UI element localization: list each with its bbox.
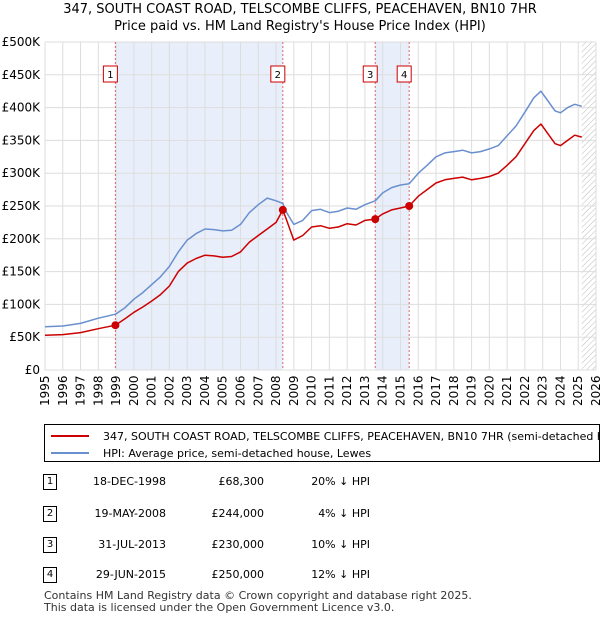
x-tick-label: 1997 — [74, 375, 88, 406]
sale-price: £230,000 — [211, 538, 265, 551]
y-tick-label: £350K — [2, 133, 42, 147]
x-tick-label: 2000 — [127, 375, 141, 406]
sale-number-badge: 4 — [43, 567, 57, 583]
sale-row: 2 19-MAY-2008 £244,000 4% ↓ HPI — [0, 504, 600, 524]
y-tick-label: £100K — [2, 297, 42, 311]
y-tick-label: £450K — [2, 68, 42, 82]
x-tick-label: 2010 — [305, 375, 319, 406]
chart-subtitle: Price paid vs. HM Land Registry's House … — [114, 19, 486, 34]
sale-date: 19-MAY-2008 — [94, 507, 166, 520]
sale-label-number: 2 — [275, 70, 281, 81]
sale-price: £68,300 — [218, 475, 265, 488]
hpi-line — [44, 90, 583, 328]
sale-date: 18-DEC-1998 — [92, 475, 166, 488]
x-tick-label: 1999 — [109, 375, 123, 406]
sale-point — [405, 202, 414, 210]
x-tick-label: 2004 — [198, 375, 212, 406]
sale-number-badge: 1 — [43, 474, 57, 490]
x-tick-label: 2005 — [216, 375, 230, 406]
y-tick-label: £150K — [2, 265, 42, 279]
x-tick-label: 2015 — [393, 375, 407, 406]
footer-copyright: Contains HM Land Registry data © Crown c… — [44, 589, 472, 602]
legend-label-hpi: HPI: Average price, semi-detached house,… — [103, 446, 372, 460]
chart-title: 347, SOUTH COAST ROAD, TELSCOMBE CLIFFS,… — [63, 2, 537, 17]
sale-row: 1 18-DEC-1998 £68,300 20% ↓ HPI — [0, 472, 600, 492]
sale-label-number: 3 — [367, 70, 373, 81]
footer-licence: This data is licensed under the Open Gov… — [44, 601, 395, 614]
sale-hpi-diff: 10% ↓ HPI — [311, 538, 370, 551]
y-tick-label: £300K — [2, 166, 42, 180]
legend-item-property: 347, SOUTH COAST ROAD, TELSCOMBE CLIFFS,… — [51, 428, 600, 444]
sale-label-box — [362, 65, 378, 83]
sale-label-box — [396, 65, 412, 83]
x-tick-label: 2017 — [429, 375, 443, 406]
sale-hpi-diff: 12% ↓ HPI — [311, 568, 370, 581]
y-tick-label: £0 — [25, 363, 40, 377]
x-tick-label: 2003 — [180, 375, 194, 406]
sale-row: 3 31-JUL-2013 £230,000 10% ↓ HPI — [0, 535, 600, 555]
sale-label-number: 4 — [401, 70, 407, 81]
x-tick-label: 2016 — [411, 375, 425, 406]
footer: Contains HM Land Registry data © Crown c… — [44, 590, 472, 614]
x-tick-label: 2022 — [518, 375, 532, 406]
sale-label-box — [270, 65, 286, 83]
x-tick-label: 2023 — [536, 375, 550, 406]
sale-label-box — [102, 65, 118, 83]
x-tick-label: 2007 — [251, 375, 265, 406]
x-tick-label: 2024 — [553, 375, 567, 406]
sale-price: £244,000 — [211, 507, 265, 520]
legend-item-hpi: HPI: Average price, semi-detached house,… — [51, 445, 371, 461]
y-tick-label: £50K — [9, 330, 41, 344]
x-tick-label: 1996 — [56, 375, 70, 406]
sale-date: 31-JUL-2013 — [98, 538, 166, 551]
sale-hpi-diff: 20% ↓ HPI — [311, 475, 370, 488]
legend-label-property: 347, SOUTH COAST ROAD, TELSCOMBE CLIFFS,… — [103, 429, 600, 443]
sale-hpi-diff: 4% ↓ HPI — [318, 507, 370, 520]
x-tick-label: 2021 — [500, 375, 514, 406]
x-tick-label: 2002 — [162, 375, 176, 406]
sale-price: £250,000 — [211, 568, 265, 581]
price-chart: 1 2 3 4 £0 £50K £100K £150K £200K £250K £300K £350… — [2, 35, 600, 406]
legend-swatch-red — [51, 435, 89, 437]
sale-number-badge: 2 — [43, 506, 57, 522]
sale-point — [278, 205, 287, 214]
sale-number-badge: 3 — [43, 537, 57, 553]
x-tick-label: 2020 — [482, 375, 496, 406]
y-tick-label: £400K — [2, 101, 42, 115]
x-tick-label: 2009 — [287, 375, 301, 406]
x-tick-label: 2001 — [145, 375, 159, 406]
x-tick-label: 2006 — [234, 375, 248, 406]
sale-date: 29-JUN-2015 — [95, 568, 166, 581]
x-tick-label: 1998 — [91, 375, 105, 406]
sale-point — [371, 215, 380, 224]
y-tick-label: £250K — [2, 199, 42, 213]
x-tick-label: 2011 — [322, 375, 336, 406]
property-price-line — [44, 123, 582, 336]
x-tick-label: 2012 — [340, 375, 354, 406]
x-tick-label: 2018 — [447, 375, 461, 406]
x-tick-label: 2008 — [269, 375, 283, 406]
x-tick-label: 1995 — [38, 375, 52, 406]
x-tick-label: 2019 — [465, 375, 479, 406]
sale-label-number: 1 — [107, 70, 113, 81]
x-tick-label: 2025 — [571, 375, 585, 406]
sale-row: 4 29-JUN-2015 £250,000 12% ↓ HPI — [0, 565, 600, 585]
chart-legend: 347, SOUTH COAST ROAD, TELSCOMBE CLIFFS,… — [44, 424, 600, 462]
sale-point — [111, 321, 120, 330]
y-tick-label: £200K — [2, 232, 42, 246]
x-tick-label: 2026 — [589, 375, 600, 406]
x-tick-label: 2013 — [358, 375, 372, 406]
legend-swatch-blue — [51, 452, 89, 454]
y-tick-label: £500K — [2, 35, 42, 49]
x-tick-label: 2014 — [376, 375, 390, 406]
